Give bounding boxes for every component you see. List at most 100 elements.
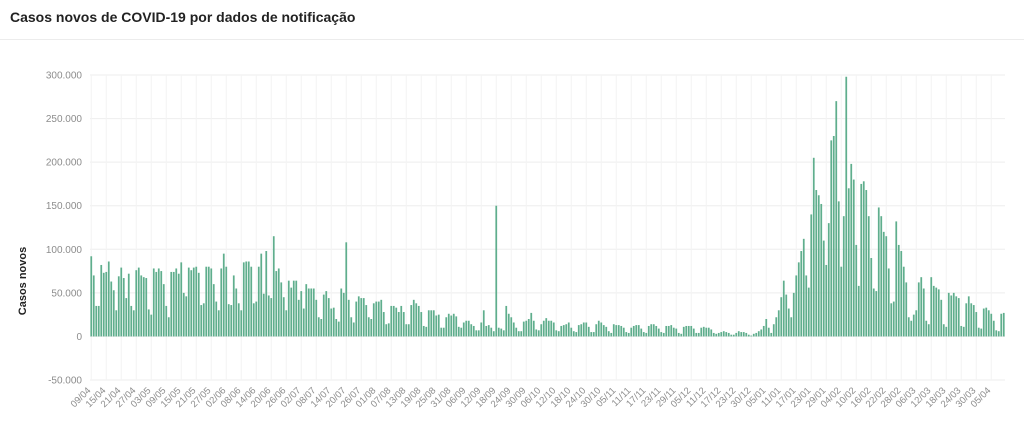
bar [505,305,508,337]
bar [202,303,205,337]
bar [757,331,760,337]
bar [755,332,758,337]
bar [702,326,705,337]
bar [422,325,425,337]
bar [480,322,483,337]
bar [537,330,540,337]
bar [782,280,785,337]
bar [467,320,470,337]
bar [575,332,578,337]
bar [105,271,108,337]
bar [437,314,440,337]
bar [397,312,400,337]
bar [185,296,188,337]
bar [890,303,893,337]
bar [365,305,368,337]
bar [132,310,135,337]
bar [770,332,773,337]
bar [320,319,323,337]
bar [297,299,300,337]
bar [237,303,240,337]
bar [617,325,620,337]
bar [447,313,450,337]
bar [425,326,428,337]
bar [325,291,328,337]
bar [462,322,465,337]
bar [502,330,505,337]
bar [147,309,150,337]
bar [477,330,480,337]
y-tick-label: 0 [76,332,82,343]
bar [152,268,155,337]
grid-lines [90,74,1005,381]
bar [165,305,168,337]
bar [385,324,388,337]
bar [247,261,250,337]
bar [367,317,370,337]
bar [915,310,918,337]
bar [315,299,318,337]
bar [160,271,163,337]
bar [192,267,195,337]
bar [777,310,780,337]
bar [932,285,935,337]
bar [117,276,120,337]
bar [927,324,930,337]
bar [400,305,403,337]
bar [497,327,500,337]
bar [300,291,303,337]
bar [922,288,925,337]
bar [870,258,873,337]
bar [822,240,825,337]
bar [322,294,325,337]
bar [550,320,553,337]
bar [985,307,988,337]
bar [235,288,238,337]
bar [332,307,335,337]
bar [632,325,635,337]
bar [882,231,885,337]
bar [760,329,763,337]
bar [355,301,358,337]
y-tick-label: -50.000 [48,376,82,387]
bar [705,327,708,337]
bar [577,325,580,337]
bar [382,312,385,337]
bar [565,324,568,337]
bar [647,325,650,337]
bar [335,319,338,337]
bar [370,319,373,337]
bar [902,266,905,337]
bar [620,325,623,337]
bar [905,282,908,337]
bar [592,332,595,337]
bar [390,305,393,337]
y-tick-label: 150.000 [46,201,83,212]
bar [827,223,830,337]
bar [885,236,888,337]
bar [127,273,130,337]
bar [697,332,700,337]
bar [745,332,748,337]
bar [657,328,660,337]
bar [155,271,158,337]
bar [800,251,803,337]
bar [215,301,218,337]
bar [900,251,903,337]
bar [167,317,170,337]
bar [207,266,210,337]
bar [967,296,970,337]
bar [262,293,265,337]
bar [607,331,610,337]
bar [470,324,473,337]
bar [310,288,313,337]
bar [557,331,560,337]
bar [840,266,843,337]
bar [720,332,723,337]
bar [680,333,683,337]
bar [492,331,495,337]
bar [775,317,778,337]
title-divider [0,39,1024,40]
bar [450,315,453,337]
bar [750,335,753,337]
